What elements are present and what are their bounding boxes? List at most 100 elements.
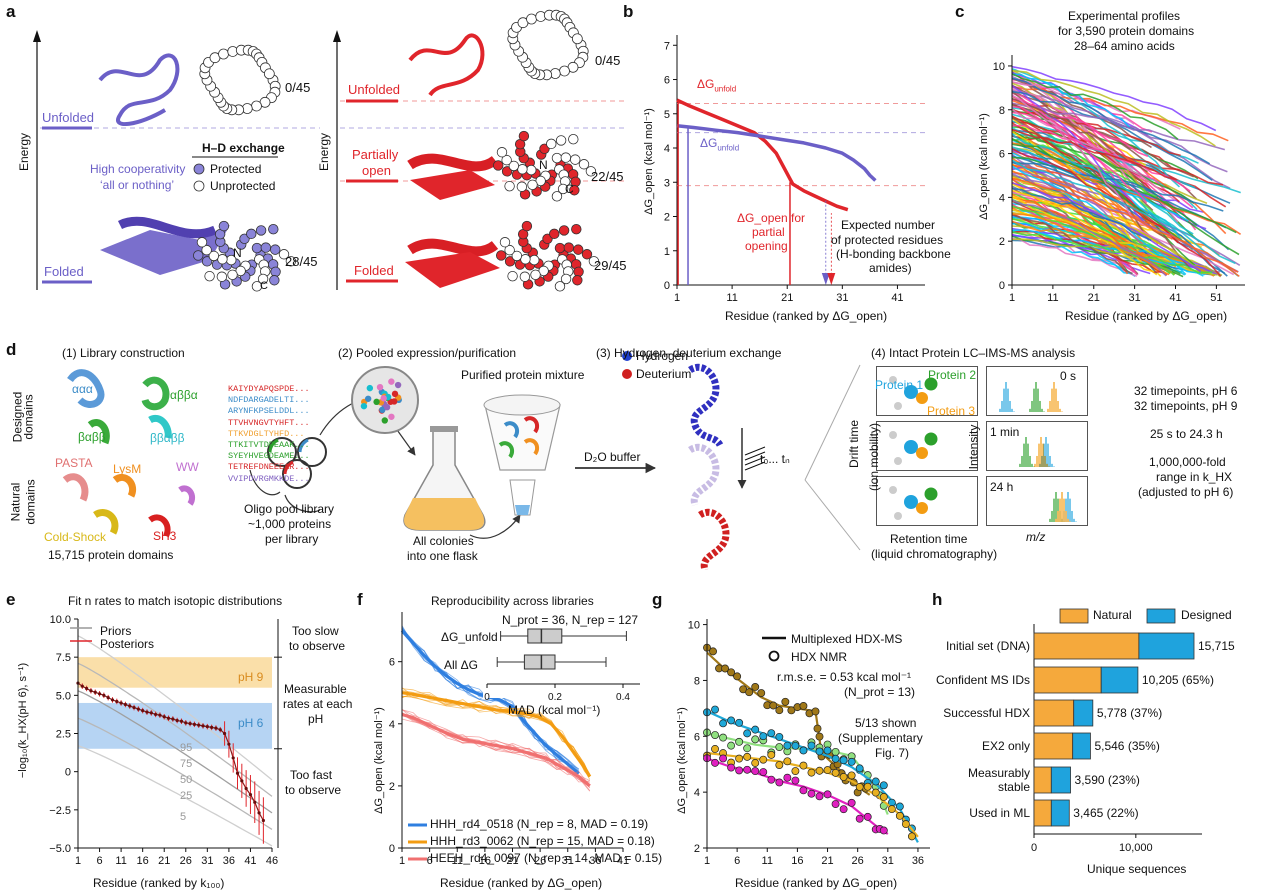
- residue-unprotected: [204, 270, 215, 282]
- e-measurable-1: Measurable: [284, 682, 347, 696]
- profile-line: [1011, 159, 1236, 265]
- residue-unprotected: [227, 269, 238, 280]
- x-tick-label: 31: [882, 855, 894, 867]
- oligo-pool-2: ~1,000 proteins: [248, 517, 332, 531]
- e-ylabel: −log₁₀(k_HX(pH 6), s⁻¹): [17, 662, 30, 779]
- profile-line: [1011, 95, 1184, 173]
- designed-domains-2: domains: [21, 394, 36, 440]
- nmr-point: [727, 716, 736, 725]
- nmr-point: [811, 707, 820, 716]
- nmr-point: [839, 756, 848, 765]
- nmr-point: [759, 732, 768, 741]
- colonies-2: into one flask: [407, 549, 478, 563]
- nmr-point: [831, 747, 840, 756]
- sequence-item: TETREFDNEEEAR...: [228, 462, 310, 473]
- posterior-point: [261, 818, 265, 823]
- profile-line: [1011, 238, 1217, 276]
- e-too-fast-1: Too fast: [290, 768, 333, 782]
- nmr-point: [799, 746, 808, 755]
- fold-lysm: LysM: [113, 462, 142, 476]
- posterior-point: [110, 698, 115, 702]
- x-tick-label: 11: [726, 292, 737, 304]
- y-tick-label: 2: [664, 212, 670, 224]
- panel-letter-e: e: [6, 590, 16, 609]
- timepoint-1min: 1 min: [990, 425, 1020, 439]
- intensity-label: Intensity: [966, 424, 981, 470]
- x-tick-label: 21: [158, 855, 170, 867]
- bar-designed-2: [1073, 699, 1094, 727]
- posterior-point: [149, 711, 153, 715]
- posterior-point: [97, 692, 102, 696]
- g-nprot: (N_prot = 13): [844, 685, 916, 699]
- b-expected-line-2: of protected residues: [831, 233, 944, 247]
- y-tick-label: 4: [664, 143, 670, 155]
- nmr-point: [751, 725, 760, 734]
- protected-legend-icon: [193, 163, 205, 175]
- category-label: EX2 only: [982, 739, 1030, 753]
- bar-natural-3: [1033, 732, 1074, 760]
- nmr-point: [791, 767, 800, 776]
- fold-cold-shock: Cold-Shock: [44, 530, 107, 544]
- residue-unprotected: [570, 154, 581, 165]
- residue-unprotected: [519, 271, 531, 282]
- purified-mixture: Purified protein mixture: [461, 368, 585, 382]
- residue-protected: [558, 225, 570, 236]
- panel-d-workflow: [62, 351, 861, 570]
- h-legend-designed: Designed: [1181, 608, 1232, 622]
- fold-babb: βαββ: [78, 430, 106, 444]
- y-tick-label: 2: [389, 781, 395, 793]
- category-label: Initial set (DNA): [946, 639, 1030, 653]
- residue-protected: [269, 275, 280, 286]
- residue-unprotected: [560, 273, 572, 285]
- f-xlabel: Residue (ranked by ΔG_open): [440, 876, 603, 890]
- series-line-0: [676, 98, 849, 212]
- residue-protected: [268, 223, 279, 235]
- bar-natural-0: [1033, 632, 1140, 660]
- y-tick-label: 4: [999, 192, 1005, 204]
- nmr-point: [847, 798, 856, 807]
- posterior-point: [123, 702, 128, 707]
- c-xlabel: Residue (ranked by ΔG_open): [1065, 309, 1228, 323]
- h-legend-natural: Natural: [1093, 608, 1132, 622]
- nmr-point: [823, 746, 832, 755]
- partially-label-right: Partially: [352, 147, 399, 162]
- bar-designed-4: [1050, 766, 1071, 794]
- posterior-point: [102, 693, 106, 697]
- sequence-item: VVIPDVRGMKKDE...: [228, 473, 310, 484]
- nmr-point: [743, 729, 752, 738]
- nmr-point: [791, 776, 800, 785]
- sequence-item: TTVHVNGVTYHFT...: [228, 417, 310, 428]
- bar-natural-2: [1033, 699, 1075, 727]
- series-line-1: [676, 124, 877, 182]
- b-dg-open-line-2: partial: [752, 225, 785, 239]
- drift-time-1: Drift time: [847, 420, 861, 468]
- residue-unprotected: [507, 270, 518, 282]
- nmr-point: [775, 706, 784, 715]
- nmr-point: [831, 768, 840, 777]
- colony-dot: [388, 413, 395, 420]
- profile-line: [1011, 128, 1177, 181]
- nmr-point: [745, 688, 754, 697]
- nmr-point: [815, 766, 824, 775]
- colony-dot: [364, 395, 372, 402]
- residue-protected: [571, 223, 582, 235]
- bar-designed-3: [1072, 732, 1091, 760]
- x-tick-label: 1: [399, 855, 405, 867]
- residue-unprotected: [551, 191, 563, 202]
- b-xlabel: Residue (ranked by ΔG_open): [725, 309, 888, 323]
- profile-line: [1011, 77, 1152, 149]
- posterior-point: [214, 726, 218, 730]
- x-tick-label: 10,000: [1119, 842, 1153, 854]
- posterior-point: [158, 713, 162, 717]
- nmr-point: [887, 805, 896, 814]
- colony-dot: [383, 404, 391, 411]
- nmr-point: [823, 766, 832, 775]
- nmr-point: [783, 757, 792, 766]
- b-expected-line-3: (H-bonding backbone: [836, 247, 951, 261]
- posterior-point: [257, 811, 261, 815]
- nmr-point: [769, 701, 778, 710]
- residue-unprotected: [196, 237, 208, 248]
- panel-letter-d: d: [6, 340, 17, 359]
- protein3-dot: [916, 502, 928, 514]
- x-tick-label: 6: [734, 855, 740, 867]
